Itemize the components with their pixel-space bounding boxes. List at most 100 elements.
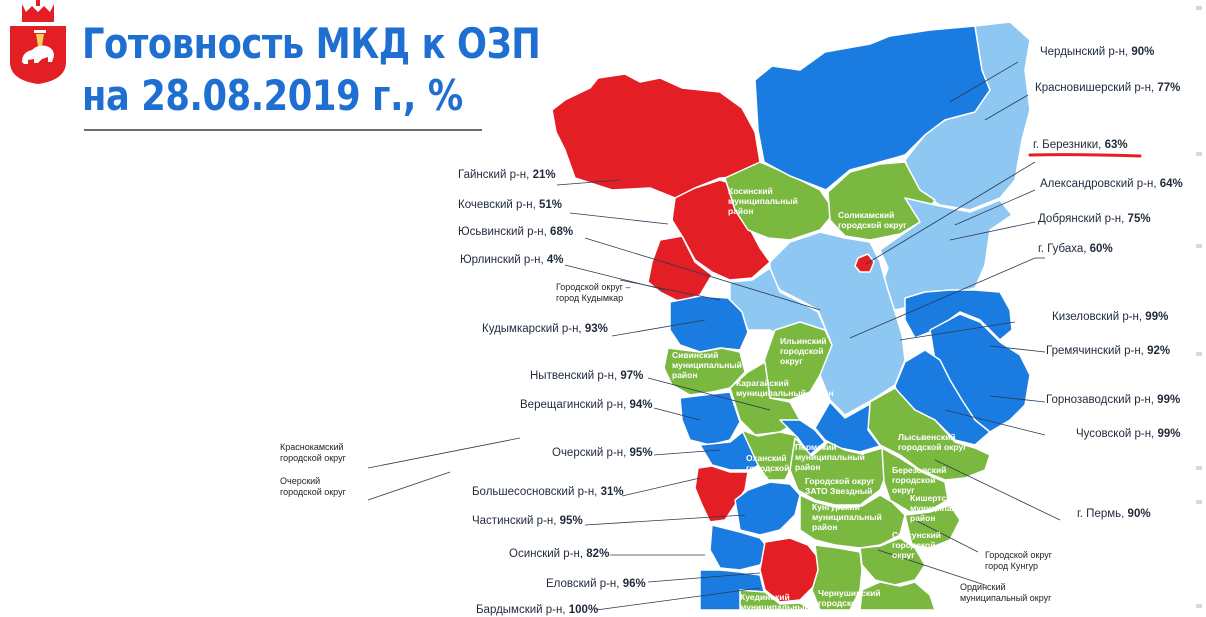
label-bolshesosnovsky: Большесосновский р-н, 31% <box>472 486 624 498</box>
label-gremyachinsky: Гремячинский р-н, 92% <box>1046 345 1171 357</box>
scroll-indicator <box>1196 500 1202 504</box>
label-gubakha: г. Губаха, 60% <box>1038 243 1113 255</box>
inmap-kishertsky-l2: муниципальный <box>910 503 980 513</box>
region-kudymkarsky <box>669 295 749 353</box>
inmap-sivinsky: Сивинский муниципальный район <box>672 350 742 380</box>
inmap-sivinsky-l1: Сивинский <box>672 350 719 360</box>
inmap-kishertsky-l1: Кишертский <box>910 493 961 503</box>
region-bolshesosnovsky <box>694 465 749 523</box>
region-kishertsky <box>904 504 961 549</box>
inmap-suksunsky: Суксунский городской округ <box>892 530 941 560</box>
inmap-kungursky-l3: район <box>812 522 838 532</box>
label-krasnovishersky: Красновишерский р-н, 77% <box>1035 82 1181 94</box>
inmap-permsky-l1: Пермский <box>795 442 837 452</box>
inmap-kosinsky-l3: район <box>728 206 754 216</box>
inmap-chernushinsky-l2: городской <box>818 598 862 608</box>
region-kuedinsky <box>739 589 813 610</box>
inmap-suksunsky-l3: округ <box>892 550 915 560</box>
region-nytvensky <box>779 419 826 456</box>
label-alexandrovsky: Александровский р-н, 64% <box>1040 178 1183 190</box>
note-krasnokamsk-line2: городской округ <box>280 453 346 463</box>
note-ocher-line1: Очерский <box>280 476 321 486</box>
label-yusvinsky: Юсьвинский р-н, 68% <box>458 226 574 238</box>
title-line-1: Готовность МКД к ОЗП <box>82 19 541 68</box>
scroll-indicator <box>1196 6 1202 10</box>
inmap-permsky: Пермский муниципальный район <box>795 442 865 472</box>
inmap-chernushinsky: Чернушинский городской <box>818 588 881 608</box>
label-perm: г. Пермь, 90% <box>1077 508 1151 520</box>
region-kungursky <box>799 494 906 549</box>
label-yurlinsky: Юрлинский р-н, 4% <box>460 254 564 266</box>
inmap-suksunsky-l2: городской <box>892 540 936 550</box>
region-lysvensky <box>867 387 991 481</box>
inmap-karagaysky-l2: муниципальный район <box>736 388 834 398</box>
label-dobryansky: Добрянский р-н, 75% <box>1038 213 1151 225</box>
note-krasnokamsk-line1: Краснокамский <box>280 442 344 452</box>
scroll-indicator <box>1196 466 1202 470</box>
inmap-ilinsky: Ильинский городской округ <box>780 336 827 366</box>
inmap-zato-l2: ЗАТО Звездный <box>805 486 873 496</box>
title-underline <box>84 129 482 131</box>
inmap-permsky-l2: муниципальный <box>795 452 865 462</box>
label-kudymkarsky: Кудымкарский р-н, 93% <box>482 323 608 335</box>
inmap-karagaysky-l1: Карагайский <box>736 378 789 388</box>
inmap-solikamsky-l1: Соликамский <box>838 210 895 220</box>
inmap-berezovsky-l1: Березовский <box>892 465 947 475</box>
region-osinsky <box>709 524 771 571</box>
inmap-zato-l1: Городской округ <box>805 476 875 486</box>
inmap-kuedinsky: Куединский муниципальный <box>740 592 810 612</box>
note-krasnokamsk: Краснокамский городской округ <box>280 442 346 464</box>
inmap-solikamsky: Соликамский городской округ <box>838 210 907 230</box>
inmap-ilinsky-l2: городской <box>780 346 824 356</box>
perm-krai-coat-of-arms-icon <box>10 0 66 84</box>
region-krasnovishersky <box>904 21 1031 211</box>
inmap-lysvensky-l2: городской округ <box>898 442 967 452</box>
inmap-sivinsky-l2: муниципальный <box>672 360 742 370</box>
region-vereshchaginsky <box>679 391 741 446</box>
label-cherdynsky: Чердынский р-н, 90% <box>1040 46 1155 58</box>
inmap-zato: Городской округ ЗАТО Звездный <box>805 476 875 496</box>
inmap-okhansky-l1: Оханский <box>746 453 787 463</box>
inmap-berezovsky: Березовский городской округ <box>892 465 946 495</box>
label-bardymsky: Бардымский р-н, 100% <box>476 604 599 616</box>
inmap-kuedinsky-l1: Куединский <box>740 592 790 602</box>
inmap-solikamsky-l2: городской округ <box>838 220 907 230</box>
region-elovsky <box>759 537 821 603</box>
label-nytvensky: Нытвенский р-н, 97% <box>530 370 644 382</box>
inmap-lysvensky-l1: Лысьвенский <box>898 432 956 442</box>
inmap-okhansky-l2: городской <box>746 463 790 473</box>
region-karagaysky <box>729 361 801 436</box>
inmap-kosinsky-l2: муниципальный <box>728 196 798 206</box>
note-kungur-city: Городской округ город Кунгур <box>985 550 1052 572</box>
region-berezniki <box>854 253 875 273</box>
note-orda: Ординский муниципальный округ <box>960 582 1051 604</box>
label-ochersky: Очерский р-н, 95% <box>552 447 653 459</box>
note-orda-line1: Ординский <box>960 582 1006 592</box>
inmap-kungursky: Кунгурский муниципальный район <box>812 502 882 532</box>
label-berezniki: г. Березники, 63% <box>1033 139 1128 151</box>
note-ocher-line2: городской округ <box>280 487 346 497</box>
note-ocher-city: Очерский городской округ <box>280 476 346 498</box>
note-kungur-line2: город Кунгур <box>985 561 1039 571</box>
label-kizelovsky: Кизеловский р-н, 99% <box>1052 311 1169 323</box>
inmap-suksunsky-l1: Суксунский <box>892 530 942 540</box>
label-chastinsky: Частинский р-н, 95% <box>472 515 583 527</box>
inmap-okhansky: Оханский городской округ <box>746 453 789 483</box>
inmap-lysvensky: Лысьвенский городской округ <box>898 432 967 452</box>
inmap-permsky-l3: район <box>795 462 821 472</box>
region-ordinsky <box>811 544 863 610</box>
inmap-sivinsky-l3: район <box>672 370 698 380</box>
scroll-indicator <box>1196 604 1202 608</box>
note-kungur-line1: Городской округ <box>985 550 1053 560</box>
title-line-2: на 28.08.2019 г., % <box>82 71 463 120</box>
inmap-chernushinsky-l1: Чернушинский <box>818 588 881 598</box>
label-kochevsky: Кочевский р-н, 51% <box>458 199 563 211</box>
inmap-karagaysky: Карагайский муниципальный район <box>736 378 834 398</box>
label-chusovskoy: Чусовской р-н, 99% <box>1076 428 1181 440</box>
label-elovsky: Еловский р-н, 96% <box>546 578 646 590</box>
berezniki-underline <box>1028 153 1142 158</box>
region-south-green <box>859 581 936 610</box>
note-kudymkar-line1: Городской округ – <box>556 282 631 292</box>
label-gainsky: Гайнский р-н, 21% <box>458 169 556 181</box>
